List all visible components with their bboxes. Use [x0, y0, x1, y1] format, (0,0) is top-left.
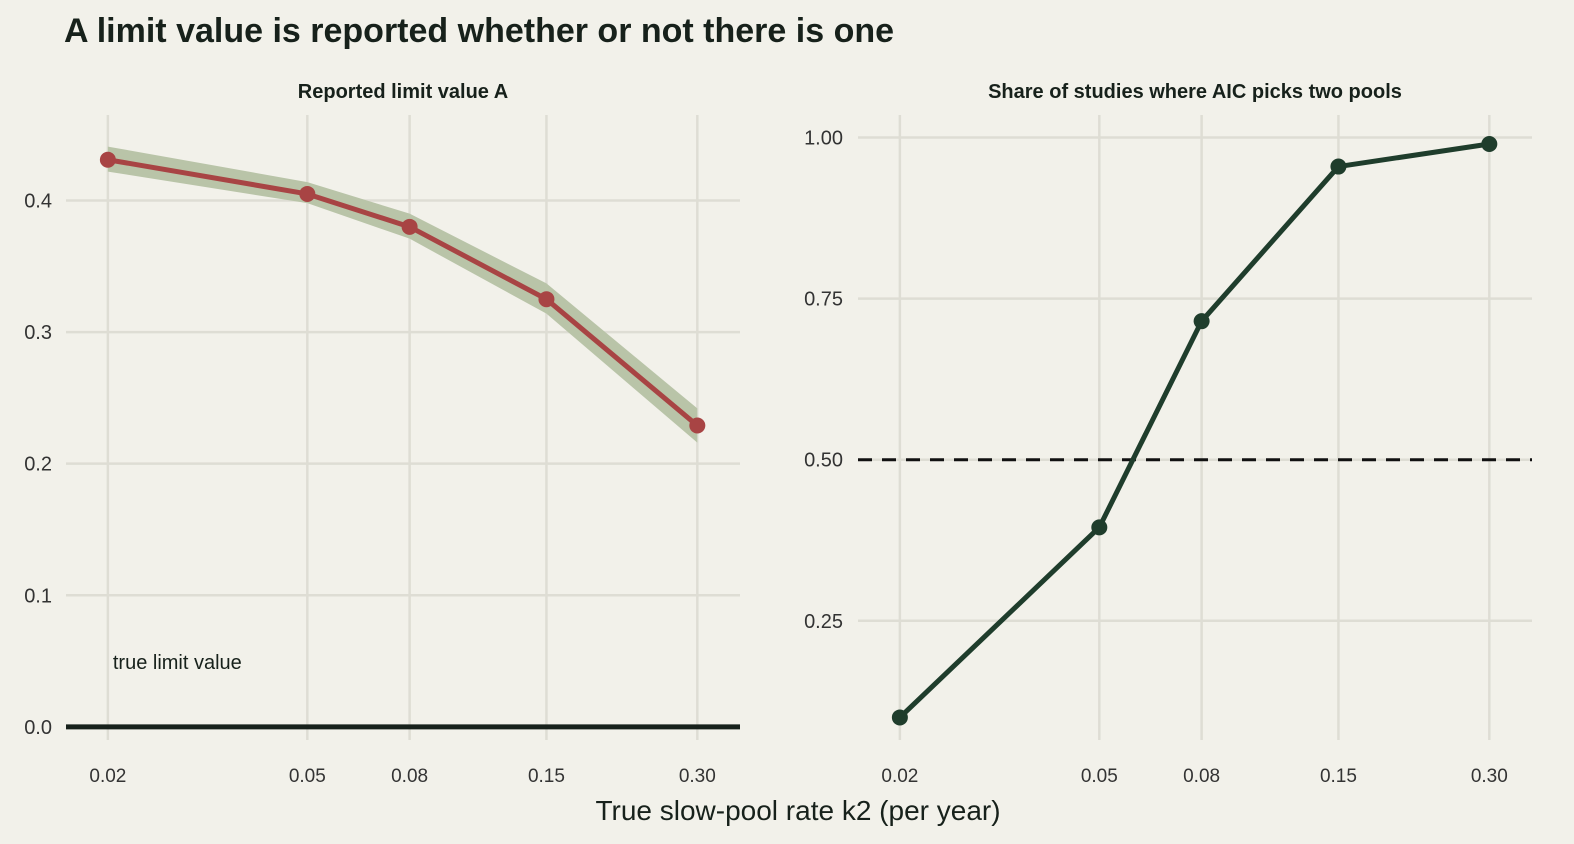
series-line [898, 141, 1490, 720]
x-tick-label: 0.05 [289, 766, 326, 787]
y-tick-label: 0.4 [24, 191, 52, 213]
data-point [1193, 313, 1210, 330]
x-tick-label: 0.02 [89, 766, 126, 787]
x-tick-label: 0.05 [1081, 766, 1118, 787]
data-point [99, 151, 116, 168]
x-tick-label: 0.15 [1320, 766, 1357, 787]
y-tick-label: 0.0 [24, 717, 52, 739]
data-point [538, 291, 555, 308]
panel-subtitle: Share of studies where AIC picks two poo… [988, 81, 1402, 103]
y-tick-label: 1.00 [804, 128, 843, 150]
y-tick-label: 0.25 [804, 611, 843, 633]
data-point [299, 185, 316, 202]
x-tick-label: 0.15 [528, 766, 565, 787]
data-point [401, 218, 418, 235]
x-tick-label: 0.08 [1183, 766, 1220, 787]
x-tick-label: 0.08 [391, 766, 428, 787]
y-tick-label: 0.75 [804, 289, 843, 311]
data-point [891, 709, 908, 726]
y-tick-label: 0.3 [24, 322, 52, 344]
x-tick-label: 0.02 [881, 766, 918, 787]
data-point [689, 417, 706, 434]
annotation-true-limit: true limit value [113, 652, 242, 674]
y-tick-label: 0.1 [24, 585, 52, 607]
x-axis-label: True slow-pool rate k2 (per year) [595, 795, 1000, 826]
y-tick-label: 0.50 [804, 450, 843, 472]
y-tick-label: 0.2 [24, 454, 52, 476]
panel-reported-limit: Reported limit value A 0.0 0.1 0.2 0.3 0.4 0.0… [24, 81, 740, 787]
x-tick-label: 0.30 [1471, 766, 1508, 787]
x-tick-label: 0.30 [679, 766, 716, 787]
data-point [1330, 158, 1347, 175]
figure-title: A limit value is reported whether or not… [64, 12, 894, 50]
panel-aic-share: Share of studies where AIC picks two poo… [804, 81, 1532, 787]
data-point [1091, 519, 1108, 536]
confidence-ribbon [107, 146, 698, 443]
panel-subtitle: Reported limit value A [298, 81, 508, 103]
data-point [1481, 135, 1498, 152]
